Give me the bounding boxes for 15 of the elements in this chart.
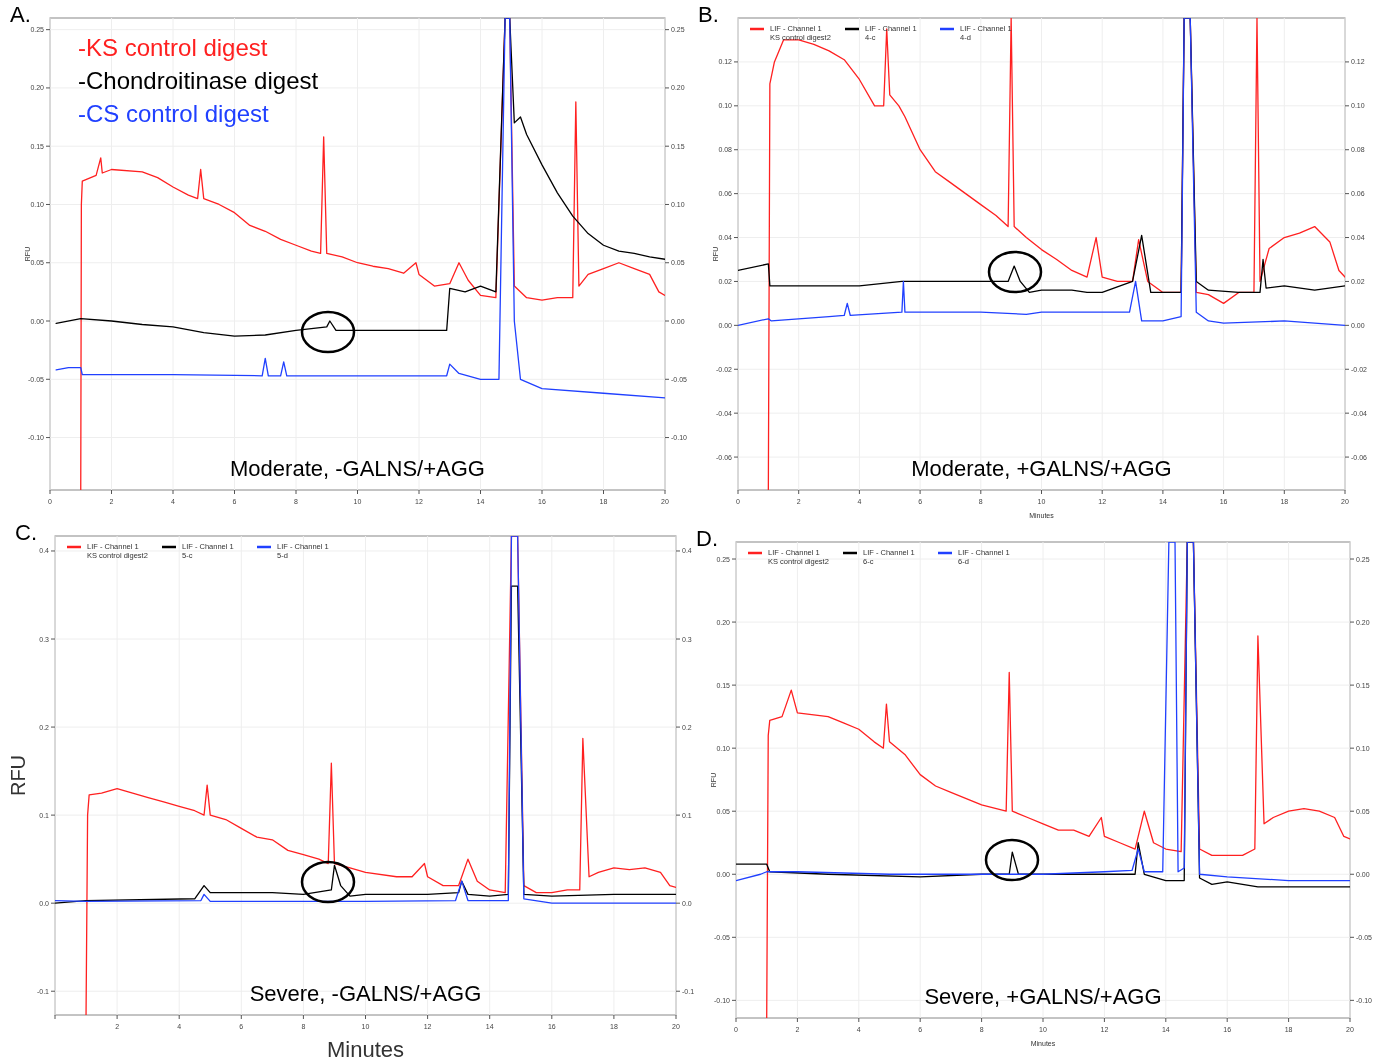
chart-title: B. <box>698 2 719 27</box>
annotation: Moderate, -GALNS/+AGG <box>230 456 485 481</box>
chart-title: A. <box>10 2 31 27</box>
chart-title: D. <box>696 526 718 551</box>
annotation: Severe, +GALNS/+AGG <box>924 984 1162 1009</box>
chart-title: C. <box>15 520 37 545</box>
x-axis-title: Minutes <box>326 1037 405 1061</box>
line-series <box>55 18 665 399</box>
annotation: Moderate, +GALNS/+AGG <box>911 456 1172 481</box>
text: -KS control digest <box>78 34 268 61</box>
y-axis-title: RFU <box>7 754 29 797</box>
text: -CS control digest <box>78 100 270 127</box>
line-series <box>55 18 665 337</box>
text: -Chondroitinase digest <box>78 67 319 94</box>
annotation: Severe, -GALNS/+AGG <box>249 981 482 1006</box>
